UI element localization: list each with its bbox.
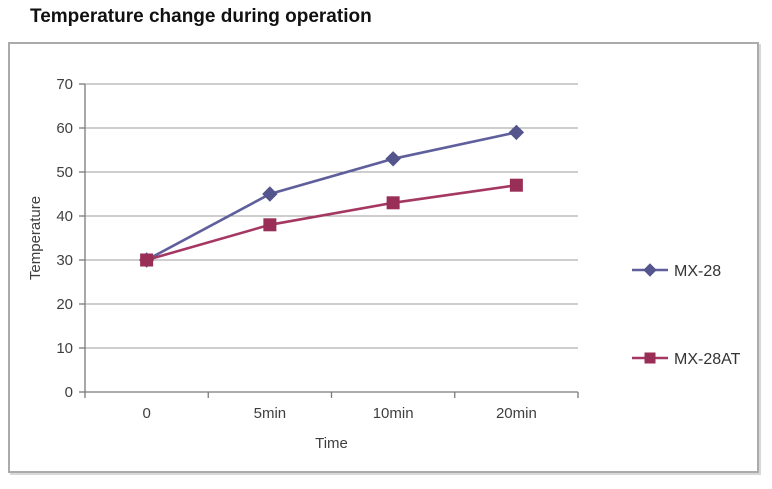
data-point-square-marker [140,253,154,267]
y-tick-label: 60 [56,120,73,137]
y-tick-label: 0 [65,384,73,401]
x-tick-label: 5min [254,405,287,422]
x-axis-title: Time [315,435,348,452]
axes: 0 10 20 30 40 50 60 70 0 5min 10min 20min [56,76,579,422]
y-tick-label: 10 [56,340,73,357]
x-tick-label: 20min [496,405,537,422]
series-line [146,183,517,262]
y-tick-label: 70 [56,76,73,93]
legend-label: MX-28 [674,263,721,280]
line-chart: 0 10 20 30 40 50 60 70 0 5min 10min 20min Time Temper… [27,76,741,452]
data-point-square-marker [263,218,277,232]
legend: MX-28 MX-28AT [632,263,741,368]
data-point-diamond-marker [262,186,278,202]
legend-item-mx-28: MX-28 [632,263,721,280]
legend-square-marker [644,352,656,364]
series-mx-28at [140,178,523,267]
legend-diamond-marker [643,263,657,277]
x-tick-label: 0 [142,405,150,422]
gridlines [85,83,578,393]
data-point-diamond-marker [508,124,525,141]
y-tick-label: 20 [56,296,73,313]
chart-frame: 0 10 20 30 40 50 60 70 0 5min 10min 20min Time Temper… [8,42,759,473]
series-line [146,131,517,262]
y-tick-label: 50 [56,164,73,181]
y-tick-label: 40 [56,208,73,225]
legend-item-mx-28at: MX-28AT [632,351,741,368]
x-tick-label: 10min [373,405,414,422]
chart-title: Temperature change during operation [30,6,372,27]
data-point-diamond-marker [385,151,401,167]
data-point-square-marker [509,178,523,192]
data-point-square-marker [386,196,400,210]
y-tick-label: 30 [56,252,73,269]
y-axis-title: Temperature [27,196,44,280]
legend-label: MX-28AT [674,351,741,368]
